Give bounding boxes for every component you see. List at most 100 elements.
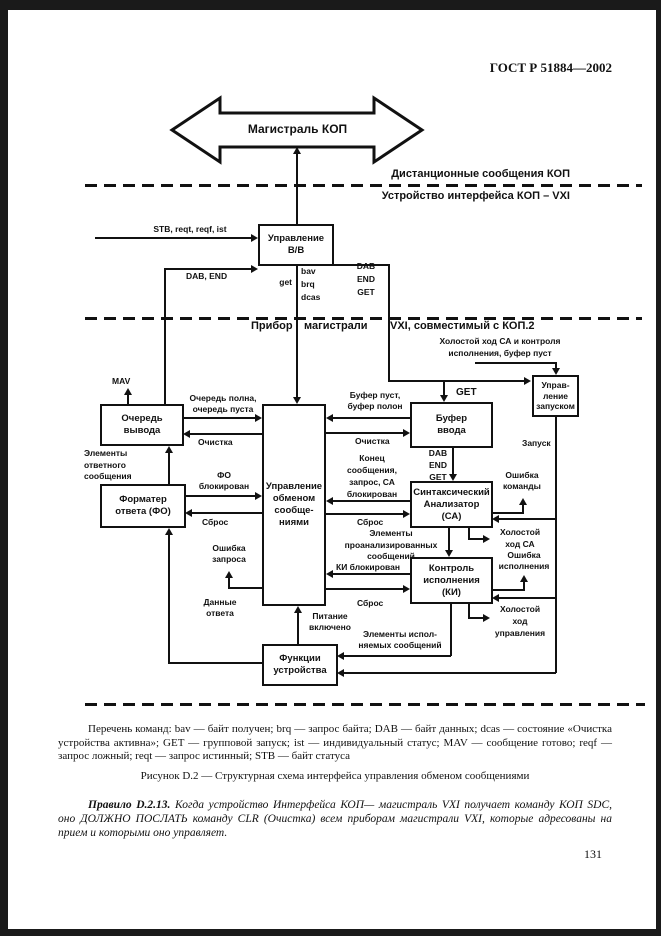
boundary-vxi <box>85 317 642 320</box>
line-ki-blocked <box>332 573 410 575</box>
arrowhead <box>251 265 258 273</box>
label-trigger-sig: Запуск <box>522 438 551 448</box>
arrowhead <box>326 414 333 422</box>
arrowhead <box>225 571 233 578</box>
arrowhead <box>483 614 490 622</box>
label-exec-elems: Элементы испол- няемых сообщений <box>358 629 442 650</box>
line-resp-data <box>168 662 263 664</box>
box-message-exchange-control: Управление обменом сообще- ниями <box>262 404 326 606</box>
line-clear-1 <box>187 433 262 435</box>
line-resp-elems <box>168 451 170 484</box>
line-idle-note-v <box>555 362 557 369</box>
line-buf-state <box>332 417 410 419</box>
box-device-functions: Функции устройства <box>262 644 338 686</box>
line-exec-error-v <box>523 580 525 591</box>
label-get-small: get <box>279 277 292 287</box>
box-syntax-parser: Синтаксический Анализатор (СА) <box>410 481 493 528</box>
figure-caption: Рисунок D.2 — Структурная схема интерфей… <box>140 770 530 782</box>
arrowhead <box>293 147 301 154</box>
arrowhead <box>520 575 528 582</box>
line-mav <box>127 394 129 404</box>
arrowhead <box>337 652 344 660</box>
line-buffer-parser <box>452 447 454 475</box>
label-dab-end-get-1: DAB END GET <box>356 261 376 297</box>
line-exec-elems <box>343 655 451 657</box>
label-ki-blocked: КИ блокирован <box>336 562 401 572</box>
rule-lead: Правило D.2.13. <box>88 799 171 811</box>
scan-edge-top <box>0 0 661 10</box>
line-ca-idle <box>468 538 484 540</box>
scan-edge-bottom <box>0 929 661 936</box>
arrowhead <box>255 492 262 500</box>
line-req-error <box>229 587 263 589</box>
label-mav: MAV <box>112 376 131 386</box>
label-reset-3: Сброс <box>357 598 384 608</box>
label-get-big: GET <box>456 387 477 398</box>
label-stb: STB, reqt, reqf, ist <box>153 224 227 234</box>
line-resp-data-v <box>168 533 170 664</box>
arrowhead <box>483 535 490 543</box>
line-trigger-v <box>555 416 557 673</box>
arrowhead <box>440 395 448 402</box>
line-exec-error <box>492 589 524 591</box>
box-response-formatter: Форматер ответа (ФО) <box>100 484 186 528</box>
line-trigger-device <box>343 672 556 674</box>
line-exec-down <box>450 603 452 656</box>
arrowhead <box>337 669 344 677</box>
label-ca-idle: Холостой ход СА <box>499 527 541 549</box>
rule-body: Когда устройство Интерфейса КОП— магистр… <box>58 799 613 839</box>
line-reset-3 <box>326 588 404 590</box>
arrowhead <box>326 497 333 505</box>
arrowhead <box>449 474 457 481</box>
line-power-on <box>297 611 299 644</box>
line-left-down <box>164 268 166 404</box>
box-trigger-control: Управ- ление запуском <box>532 375 579 417</box>
label-clear-1: Очистка <box>198 437 233 447</box>
arrowhead <box>326 570 333 578</box>
line-io-right <box>333 264 390 266</box>
line-io-central <box>296 265 298 398</box>
label-idle-note: Холостой ход СА и контроля исполнения, б… <box>439 336 561 358</box>
arrowhead <box>185 509 192 517</box>
line-ca-idle-v <box>468 527 470 540</box>
section-vxi-device-2: магистрали <box>304 320 368 332</box>
label-msg-end: Конец сообщения, запрос, СА блокирован <box>346 453 398 499</box>
label-resp-elems: Элементы ответного сообщения <box>84 448 132 481</box>
line-into-buffer <box>443 380 445 396</box>
boundary-remote <box>85 184 642 187</box>
arrowhead <box>293 397 301 404</box>
label-exec-error: Ошибка исполнения <box>498 550 550 571</box>
section-remote-messages: Дистанционные сообщения КОП <box>391 168 570 180</box>
line-cmd-error <box>492 512 523 514</box>
arrowhead <box>165 446 173 453</box>
line-idle-note <box>475 362 557 364</box>
label-power-on: Питание включено <box>309 611 351 632</box>
line-reset-1 <box>189 512 262 514</box>
arrowhead <box>552 368 560 375</box>
scan-edge-right <box>656 0 661 936</box>
section-vxi-device-3: VXI, совместимый с КОП.2 <box>390 320 535 332</box>
label-ctl-idle: Холостой ход управления <box>494 604 546 638</box>
line-dab-down <box>388 265 390 382</box>
arrowhead <box>519 498 527 505</box>
line-clear-2 <box>326 432 404 434</box>
label-cmd-error: Ошибка команды <box>503 470 541 491</box>
line-ctl-idle <box>468 617 484 619</box>
label-buf-state: Буфер пуст, буфер полон <box>347 390 403 411</box>
arrowhead <box>403 429 410 437</box>
line-cmd-error-v <box>522 503 524 514</box>
line-fo-blocked <box>185 495 256 497</box>
label-req-error: Ошибка запроса <box>212 543 246 564</box>
line-req-error-v <box>228 576 230 589</box>
arrowhead <box>403 585 410 593</box>
line-trigger-parser <box>497 518 556 520</box>
arrowhead <box>255 414 262 422</box>
arrowhead <box>165 528 173 535</box>
page-number: 131 <box>584 847 602 861</box>
arrowhead <box>183 430 190 438</box>
box-input-buffer: Буфер ввода <box>410 402 493 448</box>
label-reset-1: Сброс <box>202 517 229 527</box>
line-parsed-elems <box>448 527 450 551</box>
arrowhead <box>124 388 132 395</box>
